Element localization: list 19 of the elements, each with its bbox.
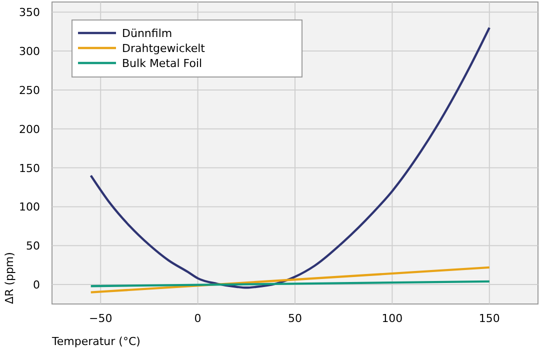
y-tick-label: 250 bbox=[19, 84, 40, 97]
y-tick-label: 50 bbox=[26, 240, 40, 253]
line-series bbox=[90, 26, 490, 289]
legend-label: Drahtgewickelt bbox=[122, 42, 206, 55]
x-tick-label: 0 bbox=[194, 312, 202, 325]
y-tick-label: 350 bbox=[19, 6, 40, 20]
legend-label: Dünnfilm bbox=[122, 27, 172, 40]
y-tick-label: 0 bbox=[33, 278, 40, 292]
y-axis-title: ΔR (ppm) bbox=[3, 252, 16, 304]
x-tick-label: −50 bbox=[88, 312, 112, 325]
x-tick-label: 50 bbox=[288, 312, 302, 325]
y-tick-label: 300 bbox=[19, 45, 40, 58]
legend-label: Bulk Metal Foil bbox=[122, 57, 202, 70]
x-tick-label: 100 bbox=[382, 312, 403, 325]
y-tick-label: 150 bbox=[19, 162, 40, 175]
y-tick-label: 100 bbox=[19, 200, 40, 214]
y-tick-label: 200 bbox=[19, 122, 40, 136]
x-axis-title: Temperatur (°C) bbox=[51, 335, 140, 348]
x-tick-label: 150 bbox=[478, 312, 500, 325]
